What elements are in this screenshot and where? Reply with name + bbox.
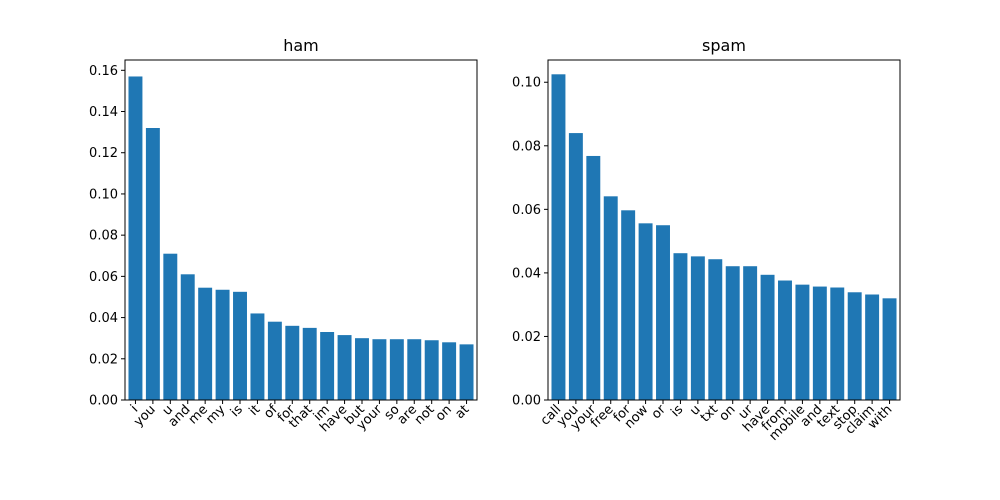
spam-axes-frame <box>548 60 900 400</box>
ham-bar-you <box>146 128 160 400</box>
ham-y-tick-label: 0.08 <box>89 229 118 244</box>
spam-category-label: or <box>649 402 669 422</box>
spam-bar-call <box>551 74 565 400</box>
ham-bar-on <box>442 342 456 400</box>
spam-bar-and <box>813 287 827 400</box>
ham-bar-are <box>407 339 421 400</box>
ham-y-tick-label: 0.04 <box>89 311 118 326</box>
ham-bar-for <box>285 326 299 400</box>
spam-bar-claim <box>865 295 879 401</box>
ham-bar-not <box>425 340 439 400</box>
spam-y-tick-label: 0.08 <box>512 139 541 154</box>
ham-y-tick-label: 0.06 <box>89 270 118 285</box>
ham-bar-me <box>198 288 212 400</box>
spam-bar-or <box>656 225 670 400</box>
spam-bar-ur <box>743 266 757 400</box>
ham-y-tick-label: 0.12 <box>89 146 118 161</box>
spam-bar-text <box>830 288 844 400</box>
spam-bar-free <box>604 196 618 400</box>
spam-bar-you <box>569 133 583 400</box>
ham-category-label: you <box>131 402 158 429</box>
ham-y-tick-label: 0.16 <box>89 64 118 79</box>
ham-axes-frame <box>125 60 477 400</box>
spam-y-tick-label: 0.02 <box>512 330 541 345</box>
spam-bar-is <box>673 253 687 400</box>
spam-bar-from <box>778 281 792 400</box>
ham-bar-is <box>233 292 247 400</box>
ham-y-tick-label: 0.14 <box>89 105 118 120</box>
ham-bar-but <box>355 338 369 400</box>
ham-bar-u <box>163 254 177 400</box>
ham-bar-it <box>250 313 264 400</box>
spam-bar-stop <box>848 292 862 400</box>
ham-category-label: on <box>433 402 455 424</box>
spam-y-tick-label: 0.06 <box>512 203 541 218</box>
ham-bar-and <box>181 274 195 400</box>
spam-chart-title: spam <box>702 36 746 55</box>
ham-y-tick-label: 0.10 <box>89 187 118 202</box>
spam-bar-txt <box>708 259 722 400</box>
ham-bar-your <box>372 339 386 400</box>
spam-y-tick-label: 0.04 <box>512 266 541 281</box>
ham-bar-have <box>338 335 352 400</box>
spam-category-label: is <box>668 402 686 420</box>
ham-category-label: at <box>453 402 473 422</box>
spam-category-label: on <box>716 402 738 424</box>
ham-bar-my <box>216 290 230 400</box>
ham-y-tick-label: 0.00 <box>89 394 118 409</box>
spam-bar-have <box>761 275 775 400</box>
ham-category-label: my <box>203 402 228 427</box>
spam-bar-on <box>726 266 740 400</box>
spam-bar-with <box>883 298 897 400</box>
ham-bar-at <box>460 344 474 400</box>
spam-y-tick-label: 0.00 <box>512 394 541 409</box>
spam-bar-mobile <box>795 285 809 400</box>
spam-y-tick-label: 0.10 <box>512 76 541 91</box>
spam-bar-u <box>691 256 705 400</box>
ham-bar-that <box>303 328 317 400</box>
ham-bar-im <box>320 332 334 400</box>
ham-category-label: is <box>228 402 246 420</box>
ham-bar-so <box>390 339 404 400</box>
ham-bar-i <box>128 76 142 400</box>
spam-bar-now <box>639 223 653 400</box>
ham-chart-title: ham <box>283 36 319 55</box>
ham-y-tick-label: 0.02 <box>89 352 118 367</box>
ham-bar-of <box>268 322 282 400</box>
spam-bar-for <box>621 210 635 400</box>
spam-bar-your <box>586 156 600 400</box>
